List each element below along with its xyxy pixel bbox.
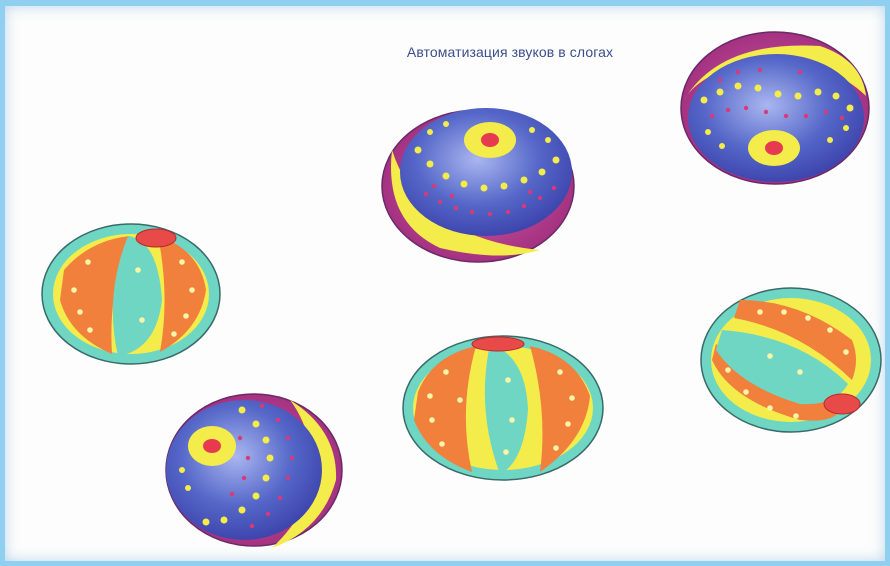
- ball-blue-bottom-left: [165, 393, 343, 548]
- ball-striped-left: [41, 223, 221, 365]
- slide-title: Автоматизация звуков в слогах: [406, 44, 614, 60]
- ball-striped-right: [700, 287, 882, 433]
- ball-striped-bottom-center: [402, 335, 604, 481]
- ball-blue-top-right: [680, 31, 870, 185]
- ball-blue-top-center: [381, 108, 575, 263]
